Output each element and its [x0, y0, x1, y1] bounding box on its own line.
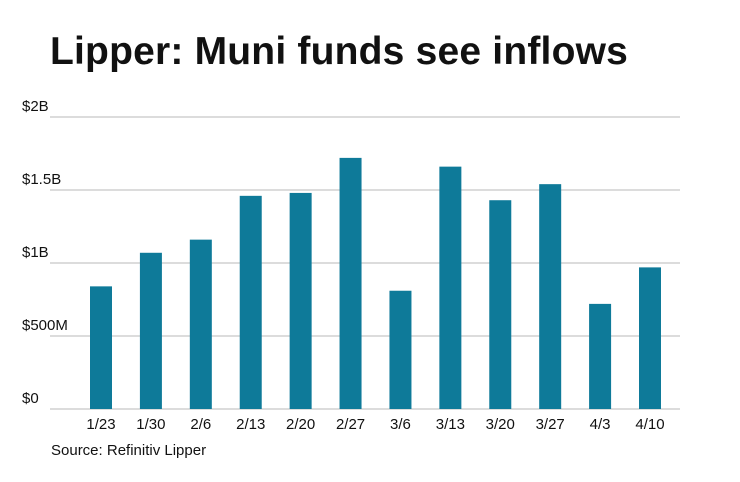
source-note: Source: Refinitiv Lipper — [51, 442, 207, 459]
bar-4-10 — [639, 267, 661, 409]
x-axis-labels: 1/23 1/30 2/6 2/13 2/20 2/27 3/6 3/13 3/20 3/27 4/… — [86, 416, 664, 433]
chart-title: Lipper: Muni funds see inflows — [50, 30, 629, 73]
bar-4-3 — [589, 303, 612, 409]
x-tick-label: 2/13 — [236, 416, 265, 433]
y-tick-label: $500M — [22, 317, 68, 334]
bar-3-27 — [539, 184, 562, 409]
bar-3-20 — [489, 200, 512, 409]
y-tick-label: $1B — [22, 244, 49, 261]
bar-1-30 — [139, 252, 162, 409]
bar-3-6 — [389, 290, 412, 409]
x-tick-label: 4/3 — [590, 416, 611, 433]
y-tick-label: $0 — [22, 390, 39, 407]
bars — [90, 157, 661, 409]
bar-2-13 — [239, 195, 262, 409]
y-axis-labels: $0 $500M $1B $1.5B $2B — [22, 98, 68, 407]
x-tick-label: 2/6 — [190, 416, 211, 433]
bar-1-23 — [90, 286, 112, 409]
bar-2-6 — [189, 239, 212, 409]
y-tick-label: $2B — [22, 98, 49, 115]
x-tick-label: 1/23 — [86, 416, 115, 433]
x-tick-label: 3/13 — [436, 416, 465, 433]
x-tick-label: 2/20 — [286, 416, 315, 433]
x-tick-label: 4/10 — [635, 416, 664, 433]
x-tick-label: 3/20 — [486, 416, 515, 433]
x-tick-label: 1/30 — [136, 416, 165, 433]
bar-3-13 — [439, 166, 462, 409]
x-tick-label: 3/27 — [536, 416, 565, 433]
x-tick-label: 3/6 — [390, 416, 411, 433]
x-tick-label: 2/27 — [336, 416, 365, 433]
y-tick-label: $1.5B — [22, 171, 61, 188]
bar-2-20 — [289, 192, 312, 409]
bar-2-27 — [339, 157, 362, 409]
